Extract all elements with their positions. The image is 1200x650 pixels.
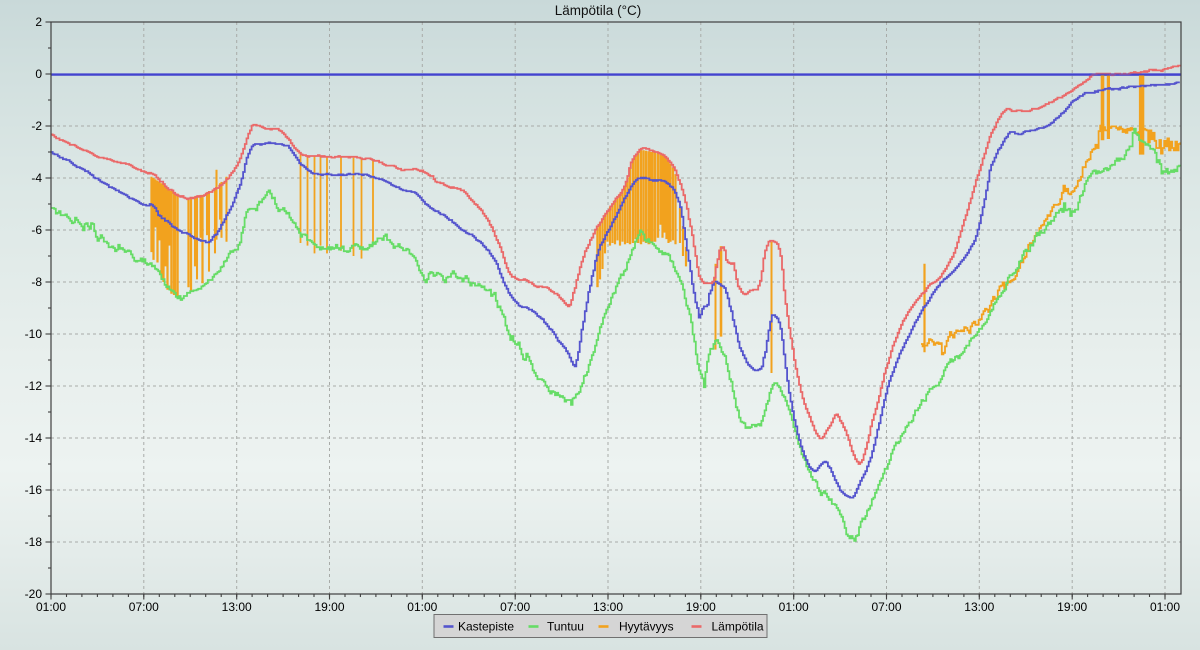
svg-text:Kastepiste: Kastepiste <box>458 620 514 634</box>
svg-text:01:00: 01:00 <box>36 600 66 614</box>
svg-text:13:00: 13:00 <box>593 600 623 614</box>
svg-text:19:00: 19:00 <box>314 600 344 614</box>
svg-text:Hyytävyys: Hyytävyys <box>619 620 674 634</box>
svg-text:01:00: 01:00 <box>407 600 437 614</box>
svg-text:-20: -20 <box>25 587 43 601</box>
svg-text:13:00: 13:00 <box>964 600 994 614</box>
svg-text:07:00: 07:00 <box>500 600 530 614</box>
svg-text:-14: -14 <box>25 431 43 445</box>
svg-text:-4: -4 <box>31 171 42 185</box>
svg-text:-12: -12 <box>25 379 43 393</box>
svg-text:01:00: 01:00 <box>779 600 809 614</box>
svg-text:-8: -8 <box>31 275 42 289</box>
svg-text:2: 2 <box>35 15 42 29</box>
svg-text:Lämpötila: Lämpötila <box>712 620 764 634</box>
svg-text:0: 0 <box>35 67 42 81</box>
svg-text:19:00: 19:00 <box>1057 600 1087 614</box>
svg-text:07:00: 07:00 <box>871 600 901 614</box>
svg-text:-16: -16 <box>25 483 43 497</box>
svg-text:07:00: 07:00 <box>129 600 159 614</box>
svg-text:01:00: 01:00 <box>1150 600 1180 614</box>
svg-text:-10: -10 <box>25 327 43 341</box>
svg-text:-6: -6 <box>31 223 42 237</box>
svg-text:-18: -18 <box>25 535 43 549</box>
svg-text:-2: -2 <box>31 119 42 133</box>
svg-text:Tuntuu: Tuntuu <box>547 620 584 634</box>
svg-text:19:00: 19:00 <box>686 600 716 614</box>
svg-text:Lämpötila (°C): Lämpötila (°C) <box>555 3 641 18</box>
svg-text:13:00: 13:00 <box>222 600 252 614</box>
